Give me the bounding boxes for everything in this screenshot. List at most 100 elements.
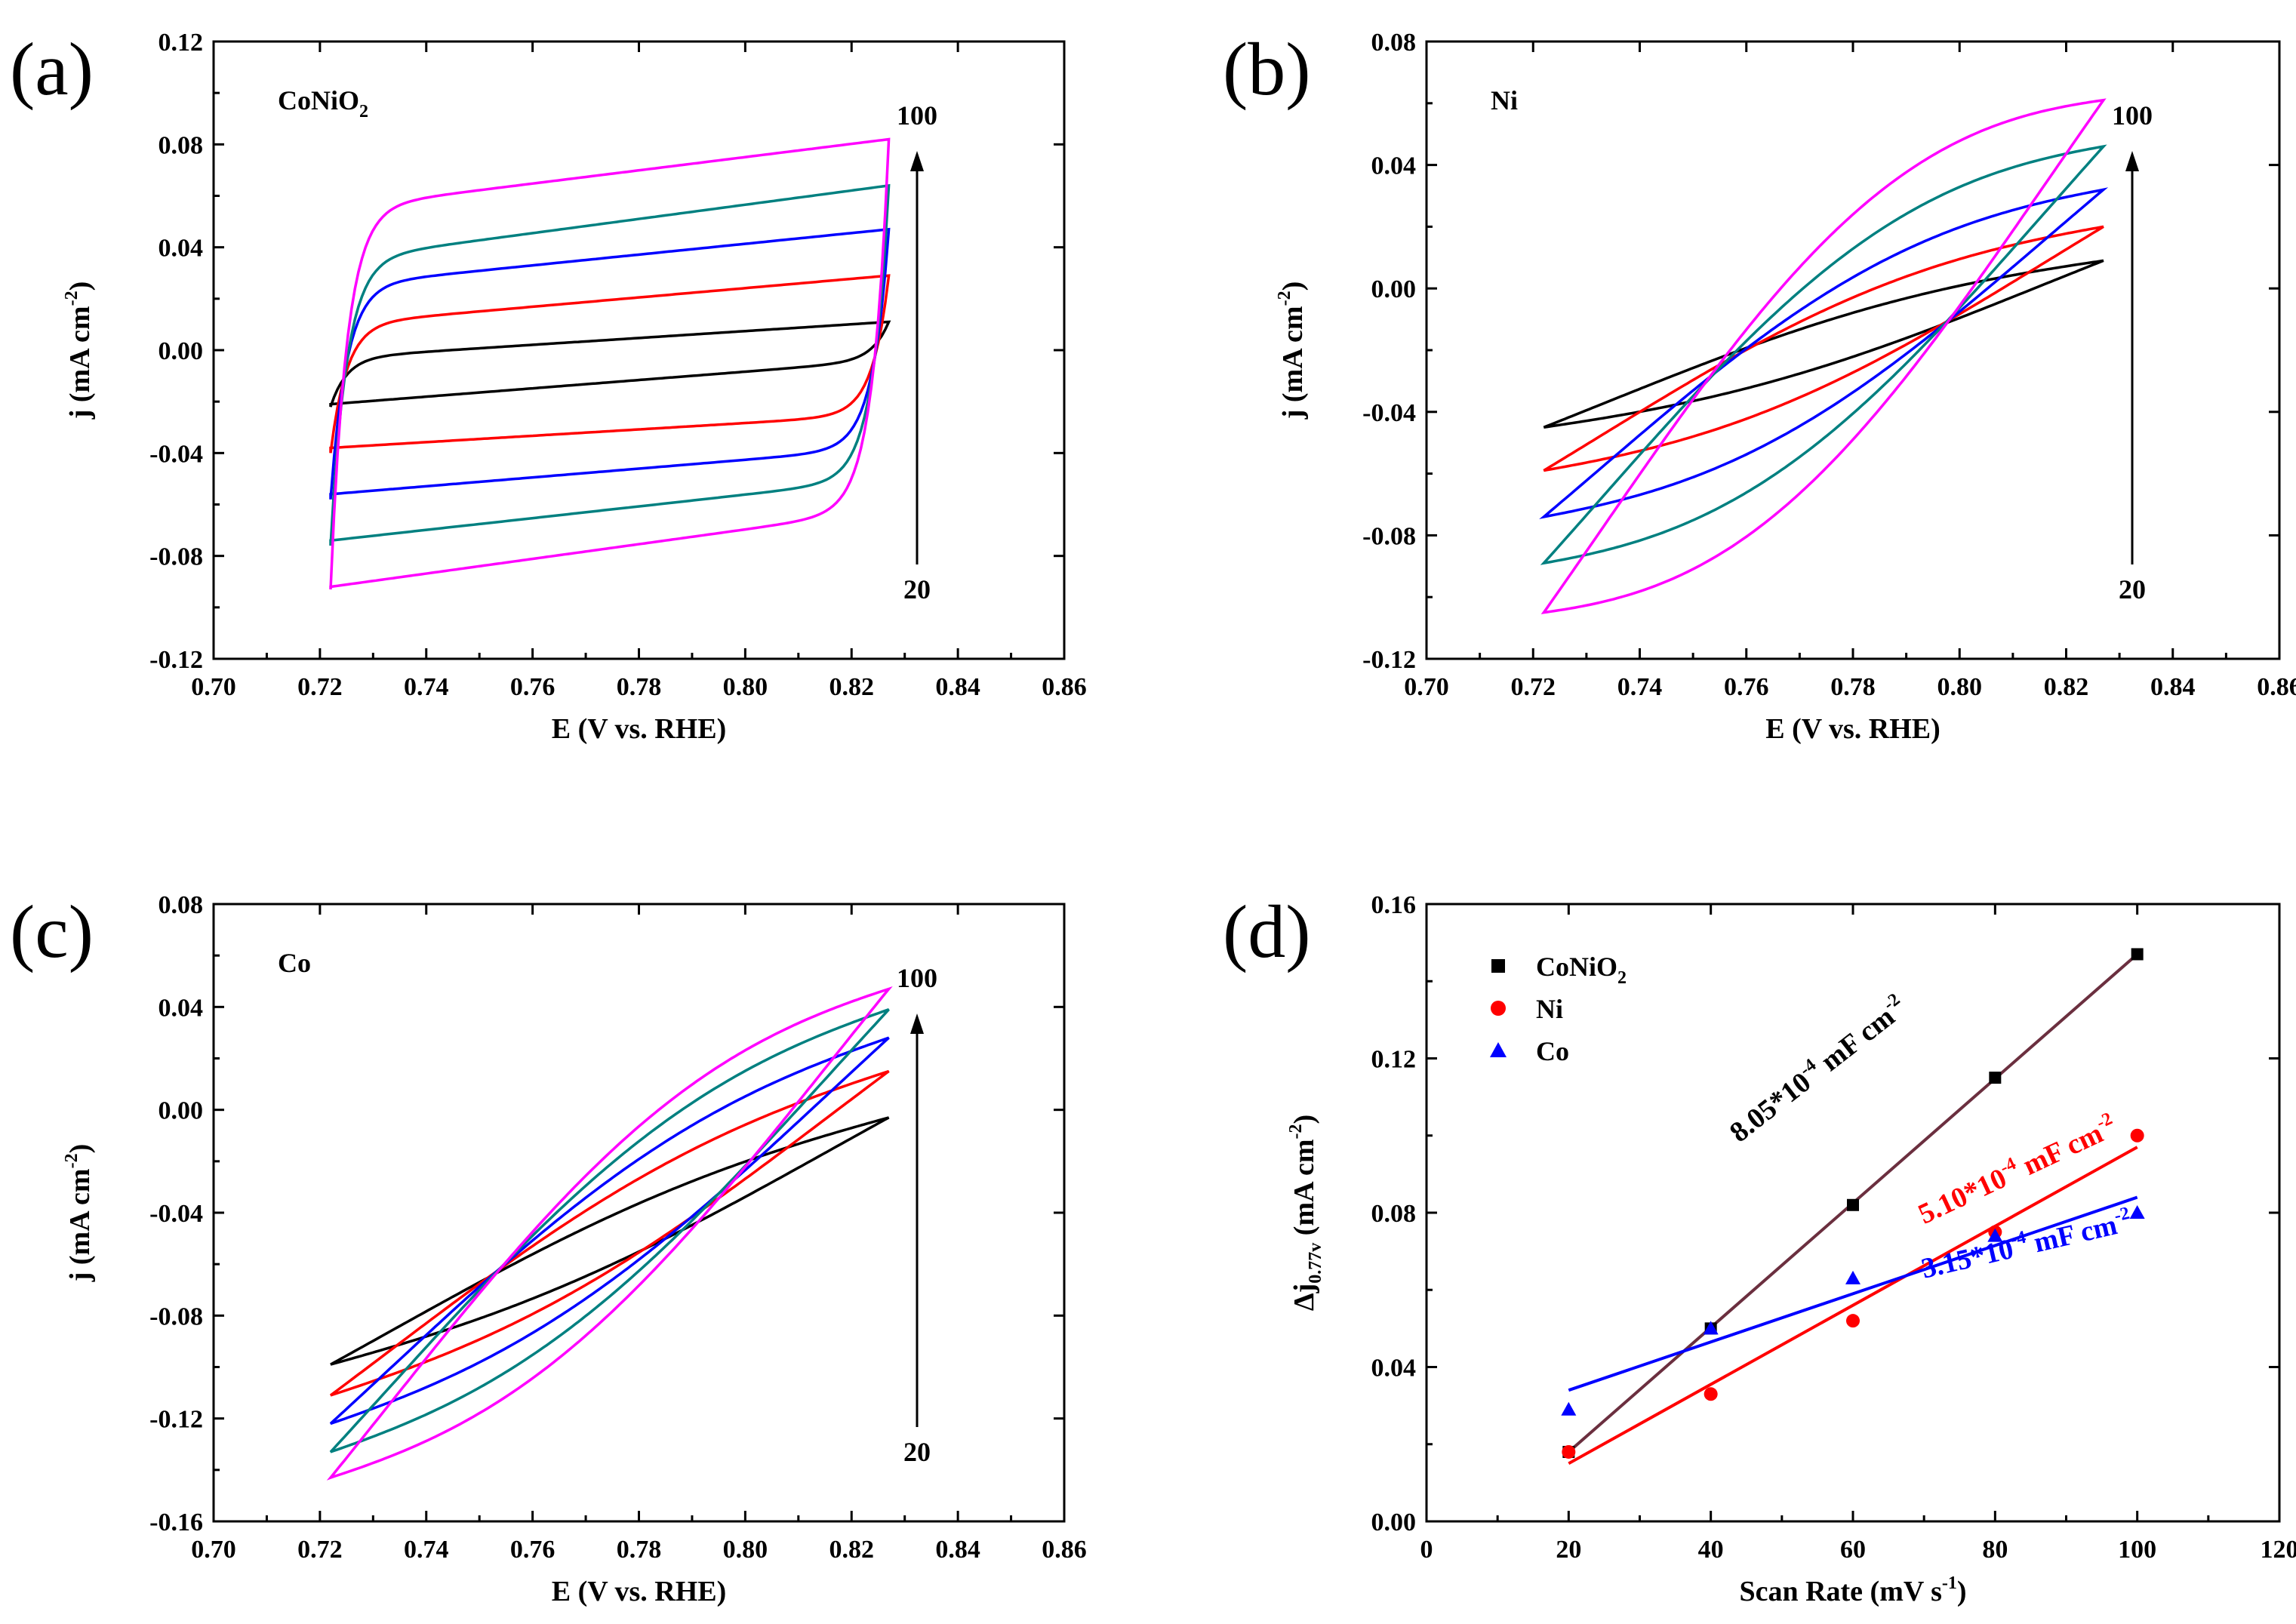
x-axis-label-end: ) (1957, 1576, 1967, 1607)
data-point-circle (1704, 1387, 1718, 1401)
cv-curve-2 (1543, 225, 2104, 472)
x-tick-label: 0.82 (2044, 673, 2089, 701)
x-tick-label: 0.82 (829, 673, 875, 701)
cv-curve-4 (329, 183, 891, 546)
legend-label: Ni (1536, 994, 1563, 1024)
sample-label: Co (278, 948, 311, 978)
slope-annotation-value: 8.05*10 (1724, 1066, 1817, 1149)
x-tick-label: 0.80 (723, 1536, 768, 1564)
panel-label: (d) (1223, 890, 1311, 973)
sample-label-text: CoNiO (278, 85, 359, 115)
arrow-label-top: 100 (2112, 100, 2153, 131)
x-tick-label: 0.78 (617, 1536, 662, 1564)
y-tick-label: 0.04 (159, 235, 204, 263)
plot-frame (212, 40, 1066, 660)
x-tick-label: 0.82 (829, 1536, 875, 1564)
y-tick-label: 0.00 (1371, 275, 1417, 303)
y-tick-label: 0.16 (1371, 891, 1417, 919)
x-axis-label-text: Scan Rate (mV s (1739, 1576, 1941, 1607)
y-tick-label: 0.00 (159, 1097, 204, 1125)
cv-curve-3 (329, 227, 891, 500)
y-tick-label: 0.00 (159, 337, 204, 365)
y-axis-label-sup: -2 (62, 291, 82, 306)
legend-marker-square (1491, 959, 1505, 973)
x-tick-label: 0.76 (1724, 673, 1769, 701)
panel-d: 0 20 40 60 80 100 120 0.00 0.04 0.08 0.12 0.16 (d) Sc… (1223, 890, 2296, 1607)
y-tick-label: -0.04 (149, 1200, 203, 1228)
y-axis-label: Δj0.77v (mA cm-2) (1286, 1115, 1325, 1311)
scan-rate-arrow-head (910, 1013, 924, 1034)
sample-label-text: Co (278, 948, 311, 978)
sample-label-text: Ni (1491, 85, 1518, 115)
x-tick-label: 40 (1698, 1536, 1724, 1564)
panel-label: (c) (10, 890, 94, 973)
y-axis-label-text: j (mA cm (64, 1168, 96, 1282)
y-tick-label: -0.16 (149, 1509, 203, 1536)
y-tick-label: 0.08 (1371, 29, 1417, 57)
data-point-square (1847, 1198, 1859, 1211)
x-axis-label: E (V vs. RHE) (552, 713, 727, 745)
slope-annotation-value: 5.10*10 (1913, 1162, 2011, 1230)
cv-curve-4 (1540, 144, 2107, 565)
x-tick-label: 0.74 (404, 673, 449, 701)
y-tick-label: 0.08 (159, 131, 204, 159)
x-tick-label: 0.80 (1937, 673, 1983, 701)
y-axis-label-sup: -2 (1275, 291, 1294, 306)
x-tick-label: 0.76 (510, 1536, 556, 1564)
x-tick-label: 0.86 (1042, 1536, 1087, 1564)
cv-curve-4 (329, 1008, 890, 1453)
x-tick-label: 100 (2118, 1536, 2156, 1564)
scan-rate-arrow-head (2125, 151, 2139, 171)
y-axis-label-sup: -2 (62, 1153, 82, 1168)
data-point-circle (1846, 1314, 1860, 1328)
scan-rate-arrow-head (910, 151, 924, 171)
y-axis-label-end: ) (64, 281, 96, 291)
x-tick-label: 0.80 (723, 673, 768, 701)
x-tick-label: 0.72 (297, 1536, 343, 1564)
x-tick-label: 0.74 (1617, 673, 1663, 701)
slope-annotation-unit: mF cm (2024, 1209, 2120, 1260)
data-point-circle (1562, 1444, 1576, 1459)
y-axis-label-sup: -2 (1286, 1124, 1306, 1139)
y-tick-label: 0.08 (159, 891, 204, 919)
x-tick-label: 0.84 (2150, 673, 2196, 701)
sample-label: Ni (1491, 85, 1518, 115)
fit-line-3 (1568, 1195, 2138, 1392)
data-point-circle (2130, 1128, 2144, 1143)
slope-annotation-unit: mF cm (2011, 1118, 2107, 1185)
cv-curve-1 (330, 1116, 890, 1366)
arrow-label-bottom: 20 (2119, 574, 2146, 604)
y-axis-label-text: (mA cm (1288, 1139, 1320, 1242)
data-point-triangle (1845, 1270, 1860, 1284)
legend-label: Co (1536, 1036, 1569, 1066)
x-axis-label: E (V vs. RHE) (552, 1576, 727, 1607)
y-tick-label: 0.12 (1371, 1046, 1417, 1074)
y-tick-label: -0.04 (1362, 399, 1416, 427)
legend-marker-triangle (1490, 1042, 1507, 1057)
x-tick-label: 0.78 (617, 673, 662, 701)
cv-curve-3 (329, 1036, 890, 1426)
x-tick-label: 80 (1982, 1536, 2008, 1564)
data-point-triangle (1561, 1401, 1577, 1416)
panel-b: 0.70 0.72 0.74 0.76 0.78 0.80 0.82 0.84 0.86 -0.1… (1223, 27, 2296, 745)
x-tick-label: 60 (1840, 1536, 1866, 1564)
cv-curve-1 (1543, 259, 2104, 429)
y-axis-label-end: ) (1288, 1115, 1320, 1124)
y-tick-label: 0.12 (159, 29, 204, 57)
slope-annotation-unit: mF cm (1809, 1001, 1901, 1082)
x-tick-label: 0.70 (1404, 673, 1449, 701)
legend-marker-circle (1491, 1001, 1506, 1016)
arrow-label-top: 100 (897, 100, 937, 131)
x-tick-label: 0 (1420, 1536, 1433, 1564)
y-axis-label-sub: 0.77v (1306, 1243, 1325, 1284)
cv-curve-1 (329, 320, 891, 408)
sample-label-sub: 2 (359, 102, 368, 121)
slope-annotation-unit-sup: -2 (2113, 1204, 2131, 1226)
x-tick-label: 0.86 (1042, 673, 1087, 701)
cv-curve-2 (329, 274, 891, 454)
arrow-label-bottom: 20 (903, 574, 931, 604)
arrow-label-top: 100 (897, 963, 937, 993)
y-axis-label: j (mA cm-2) (1275, 281, 1309, 420)
y-tick-label: -0.08 (149, 543, 203, 571)
